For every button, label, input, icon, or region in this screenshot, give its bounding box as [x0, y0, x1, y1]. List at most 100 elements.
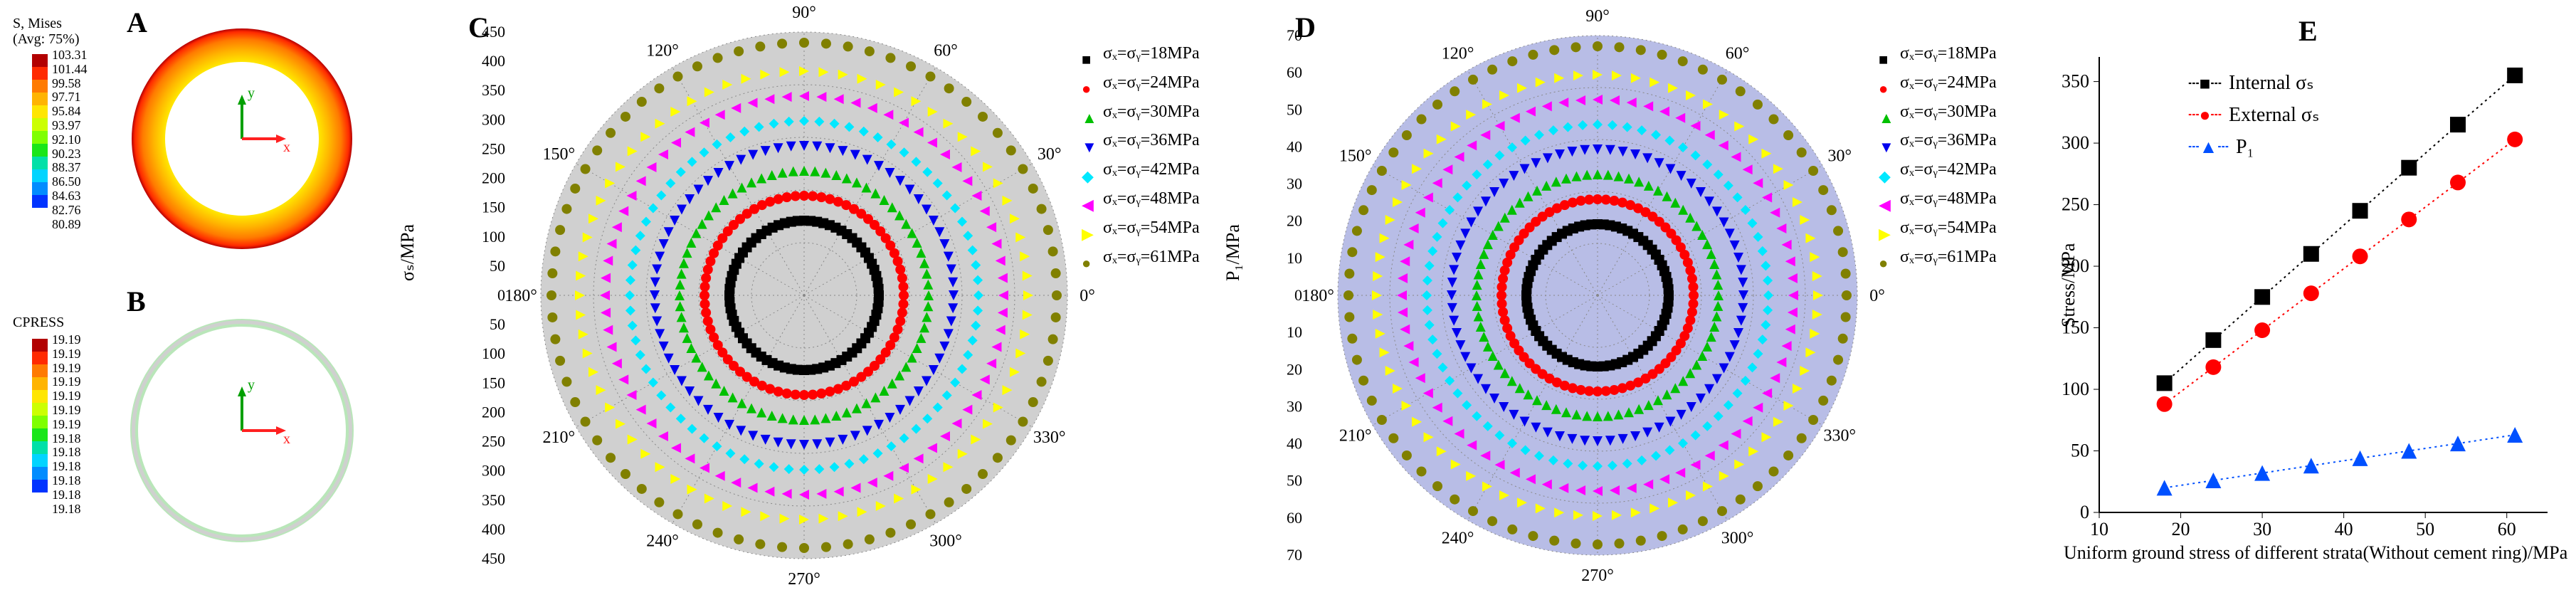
- legend-c: ■ σₓ=σᵧ=18MPa ● σₓ=σᵧ=24MPa ▲ σₓ=σᵧ=30MPa ▼ σₓ=…: [1082, 39, 1200, 271]
- svg-text:0°: 0°: [1869, 287, 1885, 305]
- svg-text:270°: 270°: [788, 570, 820, 589]
- svg-text:350: 350: [2062, 71, 2089, 92]
- svg-text:70: 70: [1287, 26, 1302, 44]
- legend-label: σₓ=σᵧ=42MPa: [1103, 155, 1200, 184]
- legend-marker: ▲: [1082, 105, 1096, 119]
- svg-text:30: 30: [1287, 397, 1302, 415]
- svg-text:0: 0: [497, 286, 505, 304]
- svg-text:300°: 300°: [1721, 529, 1754, 547]
- legend-e: ┄■┄Internal σₛ┄●┄External σₛ┄▲┄P₁: [2188, 68, 2319, 163]
- svg-text:300: 300: [482, 110, 505, 128]
- svg-text:200: 200: [482, 169, 505, 187]
- legend-marker: ●: [1082, 75, 1096, 90]
- legend-marker: ◆: [1879, 163, 1893, 177]
- legend-marker: ▼: [1879, 134, 1893, 148]
- legend-marker: ●: [1082, 250, 1096, 264]
- svg-text:350: 350: [482, 81, 505, 99]
- svg-text:450: 450: [482, 549, 505, 567]
- axis-title-d: P₁/MPa: [1223, 224, 1244, 281]
- svg-text:180°: 180°: [1302, 287, 1334, 305]
- svg-text:150: 150: [482, 199, 505, 216]
- svg-text:70: 70: [1287, 546, 1302, 564]
- legend-marker: ┄●┄: [2188, 100, 2222, 130]
- legend-label: External σₛ: [2229, 100, 2319, 132]
- svg-text:250: 250: [2062, 194, 2089, 215]
- svg-text:240°: 240°: [646, 532, 679, 551]
- svg-text:50: 50: [1287, 100, 1302, 118]
- svg-text:150: 150: [482, 374, 505, 391]
- svg-text:20: 20: [2172, 519, 2190, 539]
- svg-text:20: 20: [1287, 212, 1302, 230]
- legend-marker: ▶: [1082, 221, 1096, 235]
- legend-d: ■σₓ=σᵧ=18MPa●σₓ=σᵧ=24MPa▲σₓ=σᵧ=30MPa▼σₓ=…: [1879, 39, 1997, 271]
- svg-text:450: 450: [482, 23, 505, 41]
- legend-label: σₓ=σᵧ=18MPa: [1900, 39, 1997, 68]
- svg-text:150°: 150°: [1339, 147, 1372, 166]
- svg-text:20: 20: [1287, 360, 1302, 378]
- svg-text:60°: 60°: [1726, 45, 1750, 63]
- svg-text:100: 100: [482, 344, 505, 362]
- legend-label: P₁: [2236, 132, 2254, 164]
- svg-text:300°: 300°: [929, 532, 962, 551]
- svg-text:60: 60: [2498, 519, 2516, 539]
- svg-text:100: 100: [2062, 379, 2089, 399]
- svg-text:100: 100: [482, 228, 505, 246]
- svg-text:40: 40: [1287, 137, 1302, 155]
- svg-text:50: 50: [490, 257, 505, 275]
- svg-text:250: 250: [482, 139, 505, 157]
- svg-text:30°: 30°: [1038, 145, 1062, 164]
- legend-marker: ▼: [1082, 134, 1096, 148]
- legend-marker: ■: [1879, 46, 1893, 60]
- svg-text:40: 40: [1287, 435, 1302, 453]
- svg-text:0: 0: [1294, 286, 1302, 304]
- svg-text:50: 50: [490, 315, 505, 333]
- svg-text:210°: 210°: [543, 428, 576, 447]
- svg-text:0: 0: [2080, 502, 2089, 522]
- legend-marker: ●: [1879, 250, 1893, 264]
- svg-text:60°: 60°: [934, 41, 958, 60]
- legend-marker: ■: [1082, 46, 1096, 60]
- svg-text:10: 10: [1287, 323, 1302, 341]
- legend-label: σₓ=σᵧ=48MPa: [1900, 184, 1997, 214]
- legend-marker: ┄■┄: [2188, 69, 2222, 99]
- legend-marker: ▲: [1879, 105, 1893, 119]
- svg-text:90°: 90°: [792, 4, 816, 22]
- svg-text:50: 50: [2416, 519, 2434, 539]
- legend-marker: ┄▲┄: [2188, 132, 2229, 162]
- svg-text:330°: 330°: [1033, 428, 1066, 447]
- legend-label: σₓ=σᵧ=36MPa: [1900, 126, 1997, 155]
- legend-label: σₓ=σᵧ=54MPa: [1103, 214, 1200, 243]
- svg-text:120°: 120°: [646, 41, 679, 60]
- axis-y-title-e: Stress/MPa: [2058, 243, 2079, 327]
- svg-text:30: 30: [1287, 175, 1302, 193]
- svg-text:90°: 90°: [1585, 7, 1610, 26]
- svg-text:300: 300: [482, 462, 505, 480]
- legend-label: σₓ=σᵧ=42MPa: [1900, 155, 1997, 184]
- svg-text:40: 40: [2335, 519, 2353, 539]
- svg-text:270°: 270°: [1581, 567, 1614, 585]
- svg-text:250: 250: [482, 433, 505, 451]
- legend-label: σₓ=σᵧ=36MPa: [1103, 126, 1200, 155]
- svg-text:x: x: [283, 139, 290, 155]
- svg-text:200: 200: [482, 403, 505, 421]
- svg-text:30°: 30°: [1828, 147, 1852, 166]
- legend-label: σₓ=σᵧ=54MPa: [1900, 214, 1997, 243]
- legend-label: σₓ=σᵧ=18MPa: [1103, 39, 1200, 68]
- axis-title-c: σₛ/MPa: [397, 224, 418, 281]
- svg-text:180°: 180°: [505, 287, 537, 305]
- legend-marker: ◀: [1082, 191, 1096, 206]
- legend-label: σₓ=σᵧ=61MPa: [1103, 243, 1200, 272]
- svg-text:60: 60: [1287, 63, 1302, 81]
- svg-text:210°: 210°: [1339, 427, 1372, 446]
- legend-label: σₓ=σᵧ=24MPa: [1103, 68, 1200, 98]
- legend-label: σₓ=σᵧ=30MPa: [1103, 98, 1200, 127]
- svg-text:350: 350: [482, 491, 505, 509]
- svg-text:30: 30: [2253, 519, 2271, 539]
- svg-text:400: 400: [482, 52, 505, 70]
- legend-marker: ●: [1879, 75, 1893, 90]
- svg-text:400: 400: [482, 520, 505, 538]
- legend-label: σₓ=σᵧ=61MPa: [1900, 243, 1997, 272]
- svg-text:50: 50: [2071, 441, 2089, 461]
- svg-text:240°: 240°: [1442, 529, 1474, 547]
- svg-text:x: x: [283, 431, 290, 447]
